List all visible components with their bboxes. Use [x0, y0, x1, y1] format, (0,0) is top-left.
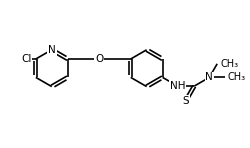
Text: CH₃: CH₃ [220, 59, 238, 69]
Text: Cl: Cl [21, 54, 31, 64]
Text: N: N [206, 72, 213, 82]
Text: N: N [48, 45, 56, 55]
Text: S: S [182, 96, 189, 106]
Text: O: O [95, 54, 103, 64]
Text: NH: NH [170, 81, 186, 91]
Text: CH₃: CH₃ [228, 72, 246, 82]
